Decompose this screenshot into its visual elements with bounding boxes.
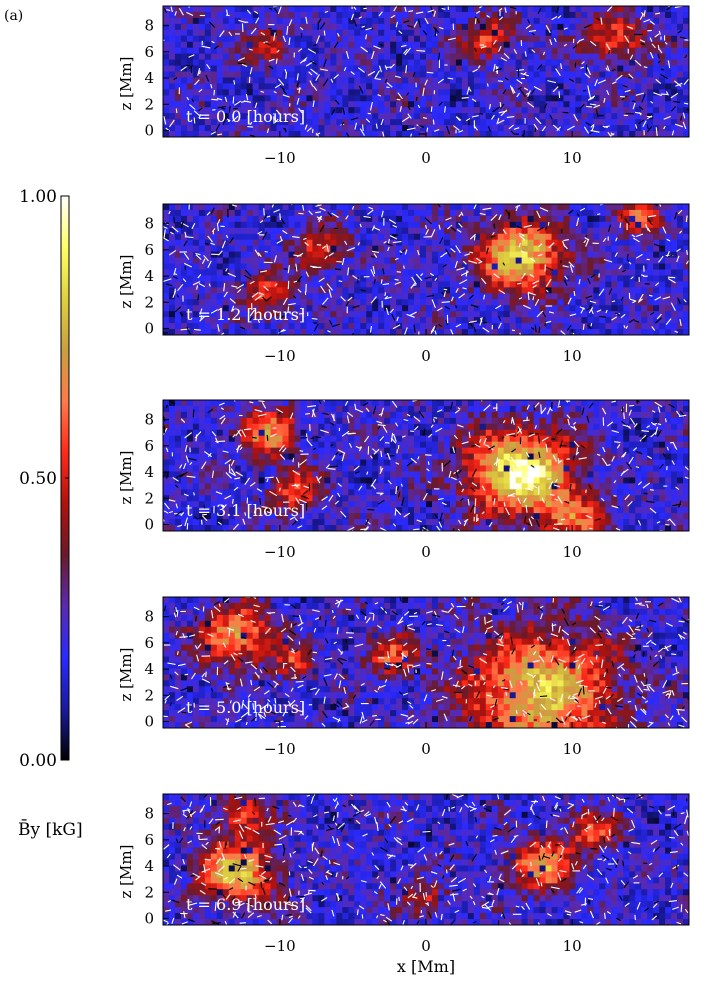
y-tick-label: 0 bbox=[144, 712, 154, 730]
y-tick-label: 2 bbox=[144, 883, 154, 901]
y-tick-label: 2 bbox=[144, 293, 154, 311]
y-tick-label: 6 bbox=[144, 634, 154, 652]
heatmap bbox=[163, 597, 689, 728]
y-tick-label: 8 bbox=[144, 215, 154, 233]
y-tick-label: 4 bbox=[144, 69, 154, 87]
y-axis-label: z [Mm] bbox=[117, 255, 135, 309]
colorbar-tick-label: 1.00 bbox=[19, 187, 57, 207]
x-tick-label: 10 bbox=[563, 149, 582, 167]
velocity-arrows bbox=[163, 204, 689, 335]
x-tick-label: 0 bbox=[421, 937, 431, 955]
y-tick-label: 8 bbox=[144, 17, 154, 35]
heatmap bbox=[163, 6, 689, 137]
x-tick-label: −10 bbox=[264, 347, 296, 365]
time-annotation: t = 3.1 [hours] bbox=[186, 501, 305, 520]
x-tick-label: −10 bbox=[264, 149, 296, 167]
y-tick-label: 0 bbox=[144, 121, 154, 139]
y-tick-label: 0 bbox=[144, 909, 154, 927]
y-tick-label: 4 bbox=[144, 463, 154, 481]
y-tick-label: 8 bbox=[144, 805, 154, 823]
x-tick-label: 0 bbox=[421, 543, 431, 561]
panel-2: −10 0 10 0 2 4 6 8 z [Mm] t = 1.2 [hours] bbox=[117, 203, 690, 365]
y-tick-label: 4 bbox=[144, 267, 154, 285]
x-tick-label: 10 bbox=[563, 543, 582, 561]
panel-4: −10 0 10 0 2 4 6 8 z [Mm] t = 5.0 [hours] bbox=[117, 596, 690, 758]
velocity-arrows bbox=[163, 6, 689, 137]
y-tick-label: 2 bbox=[144, 489, 154, 507]
x-tick-label: 10 bbox=[563, 740, 582, 758]
y-tick-label: 0 bbox=[144, 319, 154, 337]
time-annotation: t = 5.0 [hours] bbox=[186, 698, 305, 717]
x-tick-label: −10 bbox=[264, 740, 296, 758]
colorbar: 1.00 0.50 0.00 B̄y [kG] bbox=[18, 187, 83, 840]
y-axis-label: z [Mm] bbox=[117, 845, 135, 899]
y-axis-label: z [Mm] bbox=[117, 57, 135, 111]
y-tick-label: 6 bbox=[144, 831, 154, 849]
y-tick-label: 2 bbox=[144, 95, 154, 113]
heatmap bbox=[163, 204, 689, 335]
colorbar-label: B̄y [kG] bbox=[18, 818, 83, 840]
x-tick-label: −10 bbox=[264, 543, 296, 561]
y-tick-label: 4 bbox=[144, 660, 154, 678]
panels: −10 0 10 0 2 4 6 8 z [Mm] t = 0.0 [hours] −10 0 10 0 2… bbox=[117, 5, 690, 976]
x-tick-label: 0 bbox=[421, 149, 431, 167]
time-annotation: t = 1.2 [hours] bbox=[186, 305, 305, 324]
y-tick-label: 6 bbox=[144, 241, 154, 259]
x-tick-label: 10 bbox=[563, 347, 582, 365]
heatmap bbox=[163, 794, 689, 925]
colorbar-tick-label: 0.00 bbox=[19, 751, 57, 771]
panel-5: −10 0 10 0 2 4 6 8 z [Mm] t = 6.9 [hours] x [Mm] bbox=[117, 793, 690, 976]
time-annotation: t = 0.0 [hours] bbox=[186, 107, 305, 126]
panel-label: (a) bbox=[4, 8, 23, 24]
y-tick-label: 8 bbox=[144, 411, 154, 429]
time-annotation: t = 6.9 [hours] bbox=[186, 895, 305, 914]
y-axis-label: z [Mm] bbox=[117, 451, 135, 505]
panel-3: −10 0 10 0 2 4 6 8 z [Mm] t = 3.1 [hours] bbox=[117, 399, 690, 561]
x-tick-label: −10 bbox=[264, 937, 296, 955]
x-tick-label: 0 bbox=[421, 740, 431, 758]
colorbar-tick-label: 0.50 bbox=[19, 469, 57, 489]
x-tick-label: 10 bbox=[563, 937, 582, 955]
y-tick-label: 4 bbox=[144, 857, 154, 875]
panel-1: −10 0 10 0 2 4 6 8 z [Mm] t = 0.0 [hours] bbox=[117, 5, 690, 167]
y-tick-label: 0 bbox=[144, 515, 154, 533]
heatmap bbox=[163, 400, 689, 531]
y-axis-label: z [Mm] bbox=[117, 648, 135, 702]
x-tick-label: 0 bbox=[421, 347, 431, 365]
x-axis-label: x [Mm] bbox=[397, 957, 455, 976]
y-tick-label: 6 bbox=[144, 43, 154, 61]
velocity-arrows bbox=[163, 597, 689, 728]
y-tick-label: 8 bbox=[144, 608, 154, 626]
y-tick-label: 6 bbox=[144, 437, 154, 455]
y-tick-label: 2 bbox=[144, 686, 154, 704]
velocity-arrows bbox=[163, 794, 689, 925]
velocity-arrows bbox=[163, 400, 689, 531]
